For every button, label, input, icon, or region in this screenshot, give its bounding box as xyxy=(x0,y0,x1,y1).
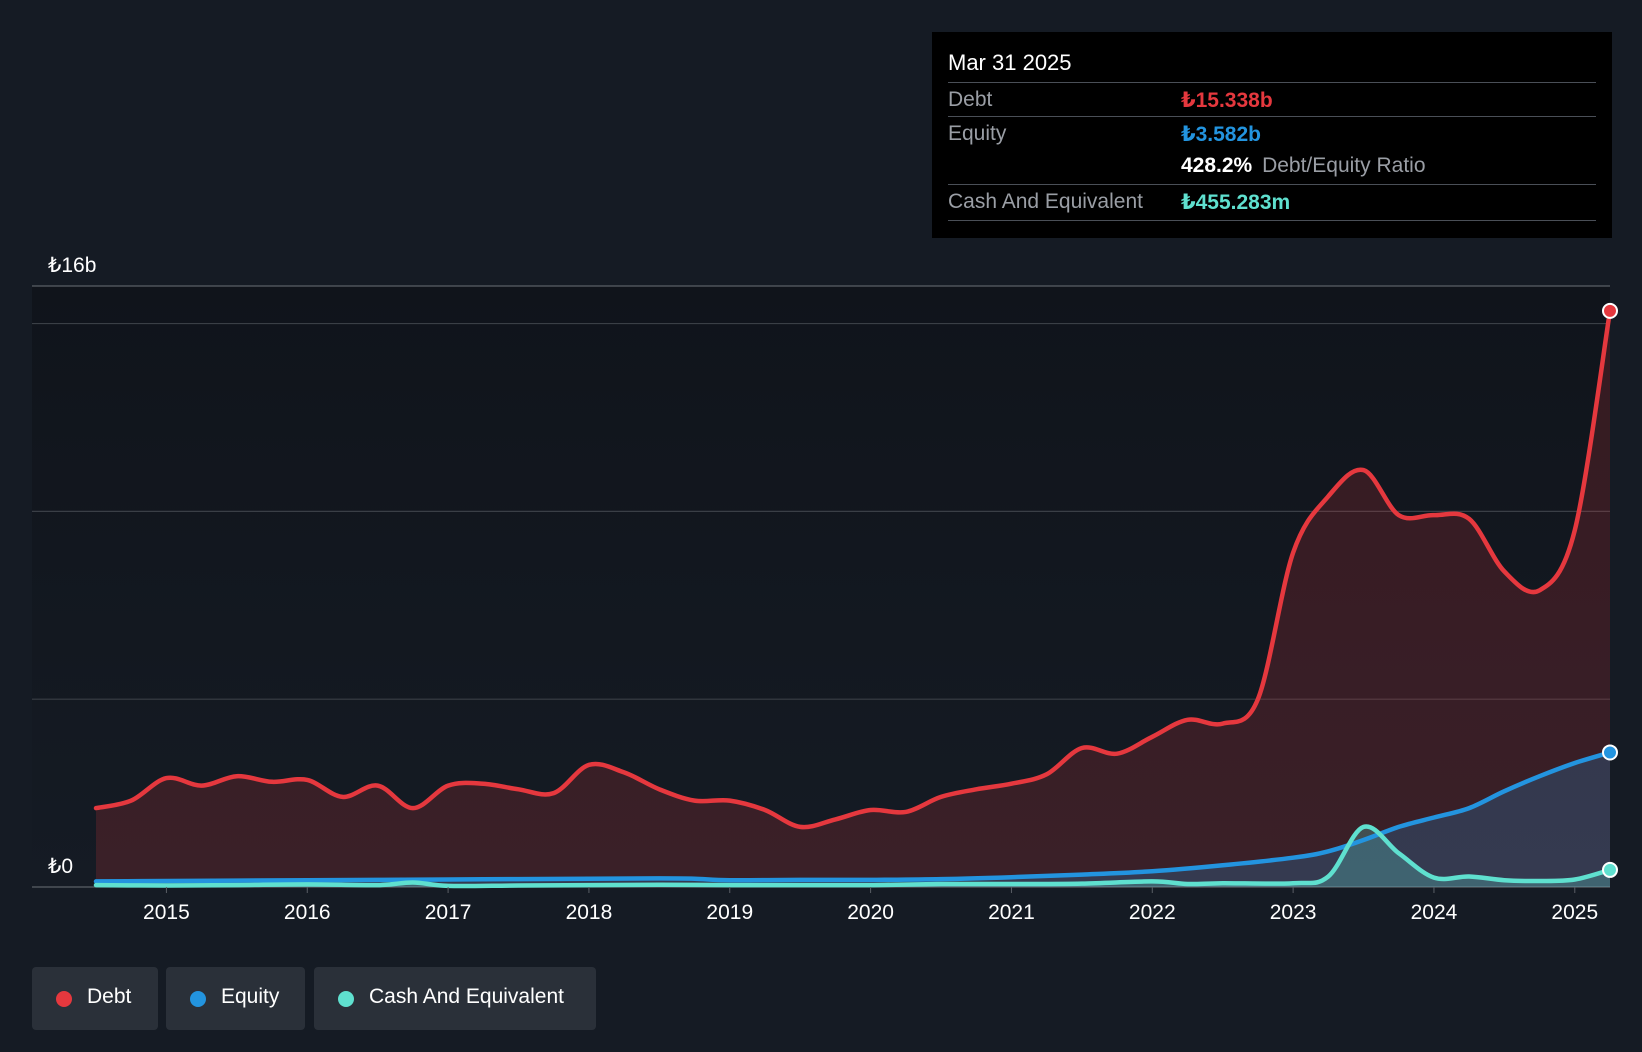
legend-dot-equity xyxy=(190,991,206,1007)
cash-and-equivalent-endpoint[interactable] xyxy=(1602,861,1618,878)
y-axis-label: ₺0 xyxy=(48,855,73,878)
tooltip-equity-value: ₺3.582b xyxy=(1181,123,1261,146)
tooltip-panel: Mar 31 2025 Debt ₺15.338b Equity ₺3.582b… xyxy=(932,32,1612,238)
debt-area xyxy=(96,310,1610,887)
tooltip-ratio-value: 428.2% xyxy=(1181,154,1253,177)
tooltip-debt-value: ₺15.338b xyxy=(1181,89,1273,112)
x-axis-label: 2015 xyxy=(143,901,190,924)
plot-background xyxy=(32,286,1610,887)
y-axis-label: ₺16b xyxy=(48,254,96,277)
x-axis-label: 2019 xyxy=(706,901,753,924)
cash-and-equivalent-line xyxy=(93,824,1613,889)
equity-endpoint[interactable] xyxy=(1602,744,1618,761)
x-axis-label: 2016 xyxy=(284,901,331,924)
x-axis-label: 2018 xyxy=(566,901,613,924)
legend-dot-cash xyxy=(338,991,354,1007)
x-axis-label: 2017 xyxy=(425,901,472,924)
x-axis-label: 2022 xyxy=(1129,901,1176,924)
tooltip-date: Mar 31 2025 xyxy=(948,50,1072,75)
tooltip-ratio: 428.2% Debt/Equity Ratio xyxy=(1181,154,1426,178)
tooltip-equity-row: Equity ₺3.582b xyxy=(948,116,1596,151)
legend-item-debt[interactable]: Debt xyxy=(32,967,158,1030)
x-axis-label: 2023 xyxy=(1270,901,1317,924)
equity-line xyxy=(93,750,1613,884)
debt-endpoint[interactable] xyxy=(1602,302,1618,319)
legend-dot-debt xyxy=(56,991,72,1007)
tooltip-debt-row: Debt ₺15.338b xyxy=(948,82,1596,117)
equity-area xyxy=(96,752,1610,887)
x-axis-label: 2025 xyxy=(1551,901,1598,924)
tooltip-divider xyxy=(948,220,1596,221)
legend-label-debt: Debt xyxy=(87,985,132,1008)
tooltip-equity-label: Equity xyxy=(948,122,1007,145)
tooltip-debt-label: Debt xyxy=(948,88,993,111)
cash-and-equivalent-area xyxy=(96,826,1610,887)
x-axis-label: 2021 xyxy=(988,901,1035,924)
legend-label-cash: Cash And Equivalent xyxy=(369,985,564,1008)
debt-line xyxy=(93,308,1613,830)
legend-label-equity: Equity xyxy=(221,985,280,1008)
tooltip-ratio-label: Debt/Equity Ratio xyxy=(1262,154,1426,177)
legend-item-equity[interactable]: Equity xyxy=(166,967,305,1030)
x-axis-label: 2020 xyxy=(847,901,894,924)
tooltip-cash-value: ₺455.283m xyxy=(1181,191,1291,214)
x-axis-label: 2024 xyxy=(1411,901,1458,924)
tooltip-cash-label: Cash And Equivalent xyxy=(948,190,1143,213)
tooltip-cash-row: Cash And Equivalent ₺455.283m xyxy=(948,184,1596,219)
legend-item-cash[interactable]: Cash And Equivalent xyxy=(314,967,596,1030)
